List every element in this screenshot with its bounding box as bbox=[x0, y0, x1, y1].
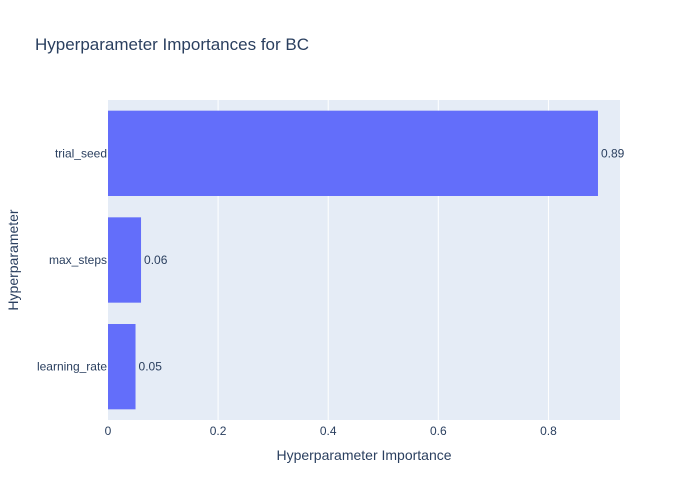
data-label-learning-rate: 0.05 bbox=[139, 360, 163, 374]
x-tick-label: 0.2 bbox=[210, 424, 227, 438]
y-tick-label-max-steps: max_steps bbox=[49, 253, 107, 267]
data-label-trial-seed: 0.89 bbox=[601, 146, 625, 160]
x-tick-label: 0 bbox=[105, 424, 112, 438]
x-axis-title: Hyperparameter Importance bbox=[276, 447, 451, 463]
x-tick-label: 0.8 bbox=[540, 424, 557, 438]
bar-max-steps bbox=[108, 217, 142, 303]
x-tick-label: 0.4 bbox=[320, 424, 337, 438]
y-axis-title: Hyperparameter bbox=[5, 209, 21, 310]
x-axis-ticks: 0 0.2 0.4 0.6 0.8 bbox=[105, 424, 557, 438]
bar-learning-rate bbox=[108, 324, 136, 410]
data-label-max-steps: 0.06 bbox=[144, 253, 168, 267]
chart-title: Hyperparameter Importances for BC bbox=[35, 35, 309, 54]
bar-trial-seed bbox=[108, 110, 598, 196]
x-tick-label: 0.6 bbox=[430, 424, 447, 438]
y-tick-label-learning-rate: learning_rate bbox=[37, 360, 107, 374]
bars bbox=[108, 110, 598, 410]
data-labels: 0.05 0.06 0.89 bbox=[139, 146, 625, 373]
y-axis-ticks: learning_rate max_steps trial_seed bbox=[37, 146, 107, 373]
y-tick-label-trial-seed: trial_seed bbox=[55, 146, 107, 160]
